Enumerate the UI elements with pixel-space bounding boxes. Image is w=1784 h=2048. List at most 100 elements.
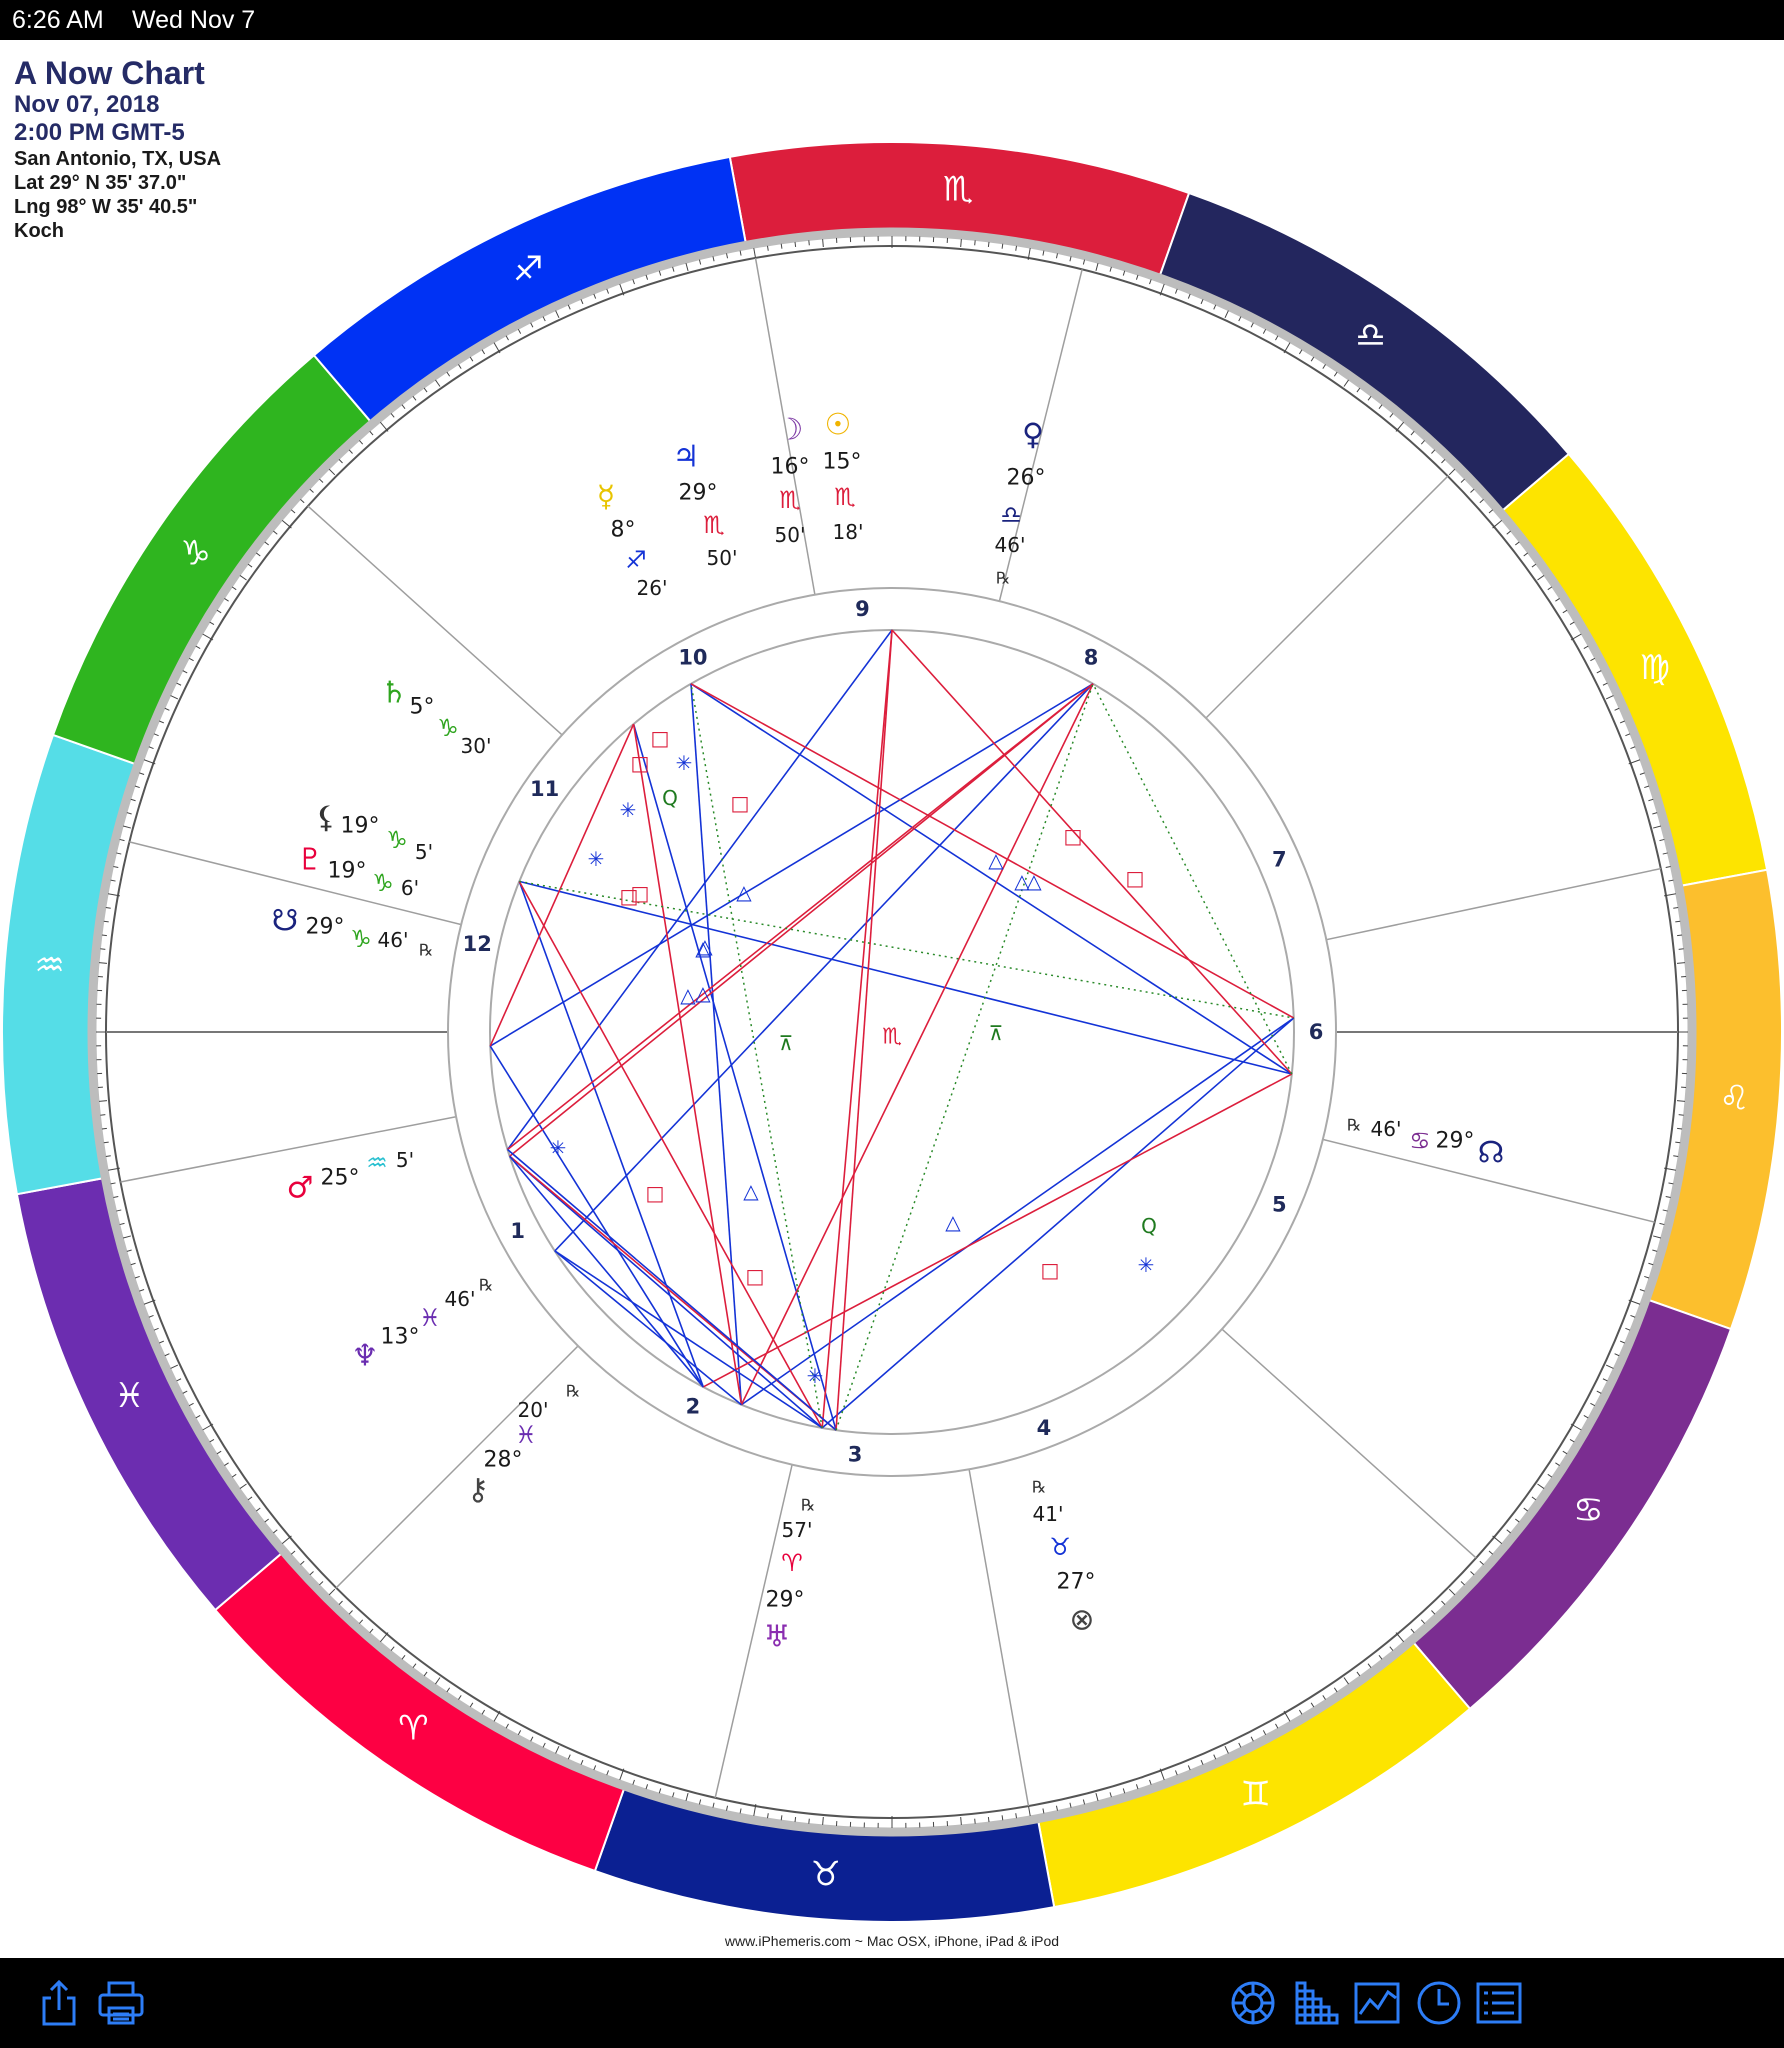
aspect-line — [489, 683, 1094, 1047]
south-node-minute: 46' — [378, 928, 409, 952]
moon-minute: 50' — [775, 523, 806, 547]
mercury-sign-icon: ♐ — [625, 546, 647, 574]
planet-sun: ☉ 15° ♏ 18' — [823, 408, 864, 545]
planet-uranus: ♅ 29° ♈ 57' ℞ — [764, 1496, 816, 1655]
aspect-line — [702, 1073, 1293, 1388]
aspect-line — [554, 1250, 823, 1429]
saturn-icon: ♄ — [381, 676, 408, 711]
fortune-sign-icon: ♉ — [1049, 1533, 1071, 1561]
south-node-degree: 29° — [306, 915, 345, 940]
aspect-line — [554, 683, 1094, 1252]
planet-fortune: ⊗ 27° ♉ 41' ℞ — [1032, 1478, 1096, 1638]
aspect-symbol: △ — [695, 936, 711, 960]
house-cusp-line — [1299, 1132, 1655, 1223]
aspect-symbol: □ — [731, 791, 750, 815]
planet-lilith: ⚸ 19° ♑ 5' — [315, 801, 433, 865]
house-number-11: 11 — [530, 777, 559, 801]
aspect-grid-button[interactable] — [1292, 1978, 1342, 2028]
aspect-line — [518, 881, 705, 1388]
venus-sign-icon: ♎ — [1000, 501, 1022, 529]
clock-button[interactable] — [1414, 1978, 1464, 2028]
north-node-sign-icon: ♋ — [1409, 1127, 1431, 1155]
status-date: Wed Nov 7 — [132, 6, 256, 34]
mars-sign-icon: ♒ — [366, 1149, 388, 1177]
moon-icon: ☽ — [777, 413, 804, 448]
house-cusp-line — [1188, 475, 1449, 736]
chart-house-system: Koch — [14, 220, 64, 242]
uranus-retrograde-icon: ℞ — [801, 1496, 815, 1515]
venus-icon: ♀ — [1022, 418, 1044, 453]
chart-location: San Antonio, TX, USA — [14, 148, 222, 170]
aspect-symbol: □ — [746, 1264, 765, 1288]
south-node-sign-icon: ♑ — [350, 925, 372, 953]
uranus-degree: 29° — [766, 1588, 805, 1613]
aspect-line — [821, 629, 893, 1428]
aspect-line — [632, 723, 837, 1431]
aquarius-sign-icon: ♒ — [34, 946, 64, 986]
share-button[interactable] — [34, 1978, 84, 2028]
aspect-line — [509, 1155, 704, 1388]
aspect-line — [489, 1045, 704, 1388]
gemini-sign-icon: ♊ — [1241, 1775, 1271, 1815]
taurus-sign-icon: ♉ — [810, 1854, 840, 1894]
aspect-symbol: Q — [1141, 1214, 1157, 1238]
list-button[interactable] — [1474, 1978, 1524, 2028]
aspect-line — [891, 629, 1293, 1075]
planet-venus: ♀ 26° ♎ 46' ℞ — [995, 418, 1046, 588]
aspect-line — [489, 723, 635, 1047]
aspect-line — [554, 1250, 742, 1406]
chart-info-panel: A Now Chart Nov 07, 2018 2:00 PM GMT-5 S… — [14, 55, 221, 243]
virgo-sign-icon: ♍ — [1639, 648, 1669, 688]
chart-wheel-button[interactable] — [1228, 1978, 1278, 2028]
uranus-icon: ♅ — [764, 1620, 791, 1655]
graph-button[interactable] — [1352, 1978, 1402, 2028]
mars-degree: 25° — [321, 1166, 360, 1191]
house-number-8: 8 — [1084, 646, 1099, 670]
chiron-sign-icon: ♓ — [515, 1421, 537, 1449]
house-cusp-line — [992, 269, 1083, 625]
neptune-retrograde-icon: ℞ — [479, 1276, 493, 1295]
chart-time: 2:00 PM GMT-5 — [14, 119, 185, 146]
venus-degree: 26° — [1007, 466, 1046, 491]
print-icon — [98, 1981, 144, 2025]
chart-date: Nov 07, 2018 — [14, 91, 160, 118]
aspect-line — [835, 629, 893, 1431]
degree-ring — [87, 227, 1697, 1837]
aspect-symbol: △ — [697, 934, 713, 958]
aspect-symbol: ⊼ — [989, 1021, 1004, 1045]
planet-jupiter: ♃ 29° ♏ 50' — [673, 440, 738, 571]
mercury-degree: 8° — [611, 518, 636, 543]
aspect-line — [690, 683, 743, 1405]
print-button[interactable] — [96, 1978, 146, 2028]
mars-icon: ♂ — [287, 1171, 314, 1206]
planet-chiron: ⚷28°♓20' ℞ — [467, 1382, 580, 1508]
aspect-symbol: ✳ — [620, 798, 637, 822]
planet-moon: ☽ 16° ♏ 50' — [771, 413, 810, 548]
aspect-symbol: △ — [743, 1179, 759, 1203]
planet-north-node: ☊29°♋ 46' ℞ — [1347, 1116, 1505, 1171]
sun-degree: 15° — [823, 450, 862, 475]
aspect-symbol: ✳ — [807, 1364, 824, 1388]
aspect-symbol: △ — [945, 1210, 961, 1234]
aspect-symbol: △ — [736, 880, 752, 904]
fortune-minute: 41' — [1033, 1502, 1064, 1526]
house-number-3: 3 — [848, 1442, 863, 1466]
planet-mars: ♂ 25°♒ 5' — [287, 1148, 415, 1206]
house-cusp-line — [120, 1111, 480, 1183]
aspect-line — [507, 683, 1094, 1151]
jupiter-icon: ♃ — [673, 440, 700, 475]
sun-icon: ☉ — [825, 408, 852, 443]
pluto-sign-icon: ♑ — [372, 869, 394, 897]
lilith-icon: ⚸ — [315, 801, 337, 836]
house-number-12: 12 — [463, 932, 492, 956]
minor-aspect-line — [1092, 683, 1293, 1075]
saturn-minute: 30' — [461, 734, 492, 758]
lilith-degree: 19° — [341, 814, 380, 839]
aspect-symbol: △ — [680, 983, 696, 1007]
venus-retrograde-icon: ℞ — [996, 569, 1010, 588]
venus-minute: 46' — [995, 533, 1026, 557]
jupiter-sign-icon: ♏ — [703, 511, 725, 539]
aspect-line — [507, 1148, 837, 1431]
neptune-icon: ♆ — [352, 1339, 379, 1374]
